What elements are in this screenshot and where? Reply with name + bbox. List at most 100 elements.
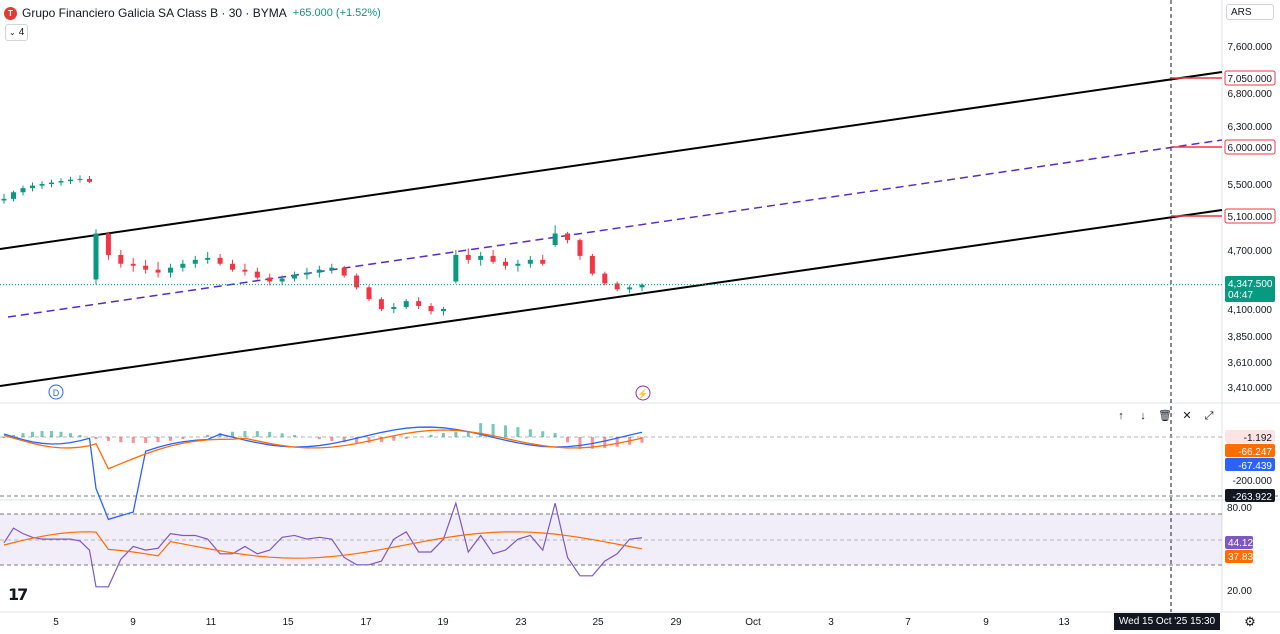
bar-countdown-label: 04:47 <box>1228 290 1253 301</box>
macd-histogram-bar <box>293 435 297 437</box>
last-price-box <box>1225 276 1275 302</box>
move-pane-down-icon[interactable]: ↓ <box>1140 410 1146 422</box>
level-label: 7,050.000 <box>1228 74 1273 85</box>
dividend-marker-label: D <box>53 388 60 398</box>
candle-body <box>416 301 422 307</box>
time-tick-label: 9 <box>130 617 136 628</box>
macd-value-label: -66.247 <box>1238 447 1272 458</box>
macd-label-box <box>1225 458 1275 471</box>
level-label: 6,000.000 <box>1228 143 1273 154</box>
macd-histogram-bar <box>392 437 396 441</box>
candle-body <box>20 188 26 193</box>
candle-body <box>58 181 64 183</box>
time-tick-label: 17 <box>360 617 372 628</box>
macd-histogram-bar <box>479 423 483 437</box>
macd-histogram-bar <box>491 423 495 437</box>
candle-body <box>230 263 235 270</box>
macd-histogram-bar <box>553 433 557 437</box>
symbol-title[interactable]: Grupo Financiero Galicia SA Class B · 30… <box>22 6 287 20</box>
channel-mid-line <box>7 139 1223 318</box>
candle-body <box>428 306 434 312</box>
price-tick-label: 3,610.000 <box>1228 358 1273 369</box>
candle-body <box>515 263 521 266</box>
rsi-tick-label: 20.00 <box>1227 586 1252 597</box>
price-tick-label: 4,700.000 <box>1228 246 1273 257</box>
time-tick-label: 3 <box>828 617 834 628</box>
macd-histogram-bar <box>2 437 6 438</box>
candle-body <box>540 259 546 264</box>
rsi-ma-value-label: 37.83 <box>1228 552 1253 563</box>
candle-body <box>267 277 273 282</box>
macd-value-label: -263.922 <box>1233 492 1273 503</box>
macd-histogram-bar <box>330 437 334 441</box>
candle-body <box>527 259 533 264</box>
price-tick-label: 3,850.000 <box>1228 332 1273 343</box>
macd-histogram-bar <box>231 431 234 437</box>
gear-icon[interactable]: ⚙ <box>1244 614 1256 629</box>
tradingview-logo-icon: 17 <box>8 585 28 604</box>
candle-body <box>242 269 248 272</box>
channel-upper-line <box>0 71 1223 250</box>
collapse-pane-icon[interactable]: ✕ <box>1182 410 1192 422</box>
macd-histogram-bar <box>144 437 148 443</box>
candle-body <box>292 274 298 279</box>
macd-histogram-bar <box>466 431 470 437</box>
macd-histogram-bar <box>528 429 532 437</box>
maximize-pane-icon[interactable]: ⤢ <box>1204 410 1214 422</box>
symbol-header: T Grupo Financiero Galicia SA Class B · … <box>4 4 381 22</box>
candle-body <box>39 184 45 186</box>
macd-histogram-bar <box>566 437 570 443</box>
move-pane-up-icon[interactable]: ↑ <box>1118 410 1124 422</box>
candle-body <box>180 263 186 268</box>
macd-histogram-bar <box>12 434 15 437</box>
indicators-toggle[interactable]: ⌄ 4 <box>5 24 29 41</box>
macd-histogram-bar <box>516 427 520 437</box>
macd-histogram-bar <box>181 437 185 439</box>
macd-histogram-bar <box>168 437 172 441</box>
macd-value-label: -1.192 <box>1244 433 1273 444</box>
level-label-box <box>1224 208 1276 224</box>
macd-label-box <box>1225 444 1275 457</box>
time-tick-label: 23 <box>515 617 527 628</box>
channel-lower-line <box>0 209 1223 387</box>
candle-body <box>577 240 583 256</box>
macd-histogram-bar <box>78 434 82 437</box>
dividend-marker-icon <box>48 384 64 400</box>
candle-body <box>155 269 161 273</box>
price-tick-label: 3,410.000 <box>1228 383 1273 394</box>
macd-histogram-bar <box>119 437 123 443</box>
candle-body <box>478 255 484 260</box>
rsi-label-box <box>1225 536 1253 549</box>
macd-histogram-bar <box>317 437 321 440</box>
candle-body <box>341 267 347 276</box>
candle-body <box>217 257 223 264</box>
price-tick-label: 7,600.000 <box>1228 42 1273 53</box>
macd-histogram-bar <box>404 437 408 439</box>
price-tick-label: 5,500.000 <box>1228 180 1273 191</box>
time-tick-label: 11 <box>206 617 217 628</box>
candle-body <box>304 272 310 275</box>
macd-histogram-bar <box>31 431 34 437</box>
time-tick-label: 25 <box>592 617 604 628</box>
macd-histogram-bar <box>50 431 53 437</box>
macd-histogram-bar <box>106 437 110 441</box>
candle-body <box>68 179 73 182</box>
candle-body <box>602 273 608 284</box>
price-tick-label: 6,300.000 <box>1228 122 1273 133</box>
candle-body <box>453 254 459 282</box>
macd-value-label: -67.439 <box>1238 461 1272 472</box>
candle-body <box>440 309 446 312</box>
candle-body <box>329 267 335 270</box>
macd-histogram-bar <box>59 431 63 437</box>
candle-body <box>639 284 645 288</box>
candle-body <box>614 283 620 290</box>
macd-label-box <box>1225 430 1275 443</box>
macd-histogram-bar <box>454 431 458 437</box>
macd-histogram-bar <box>131 437 135 443</box>
currency-button[interactable]: ARS <box>1226 4 1274 20</box>
time-tick-label: 15 <box>282 617 294 628</box>
macd-histogram-bar <box>640 437 644 443</box>
delete-pane-icon[interactable]: 🗑 <box>1158 410 1172 422</box>
crosshair-time-label: Wed 15 Oct '25 15:30 <box>1114 613 1220 630</box>
